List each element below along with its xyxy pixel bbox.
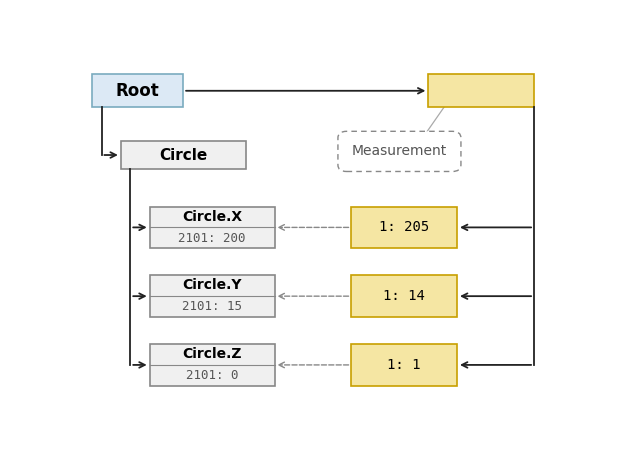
Bar xyxy=(352,275,457,317)
Text: Root: Root xyxy=(116,82,159,100)
Text: 1: 14: 1: 14 xyxy=(383,289,425,303)
Text: 1: 205: 1: 205 xyxy=(379,220,430,235)
Text: 2101: 0: 2101: 0 xyxy=(186,369,238,382)
Bar xyxy=(428,74,534,107)
Text: 2101: 15: 2101: 15 xyxy=(182,300,242,313)
Text: 1: 1: 1: 1 xyxy=(388,358,421,372)
Bar xyxy=(92,74,184,107)
Bar xyxy=(352,344,457,386)
Text: Measurement: Measurement xyxy=(352,144,447,158)
Text: Circle.X: Circle.X xyxy=(182,210,242,224)
Bar xyxy=(352,207,457,248)
Text: Circle.Z: Circle.Z xyxy=(182,347,242,361)
Bar xyxy=(149,344,275,386)
Text: Circle.Y: Circle.Y xyxy=(182,278,242,292)
FancyBboxPatch shape xyxy=(338,131,461,172)
Bar xyxy=(149,275,275,317)
Bar xyxy=(149,207,275,248)
Text: 2101: 200: 2101: 200 xyxy=(179,232,246,245)
Text: Circle: Circle xyxy=(159,148,207,163)
Bar xyxy=(121,141,246,169)
